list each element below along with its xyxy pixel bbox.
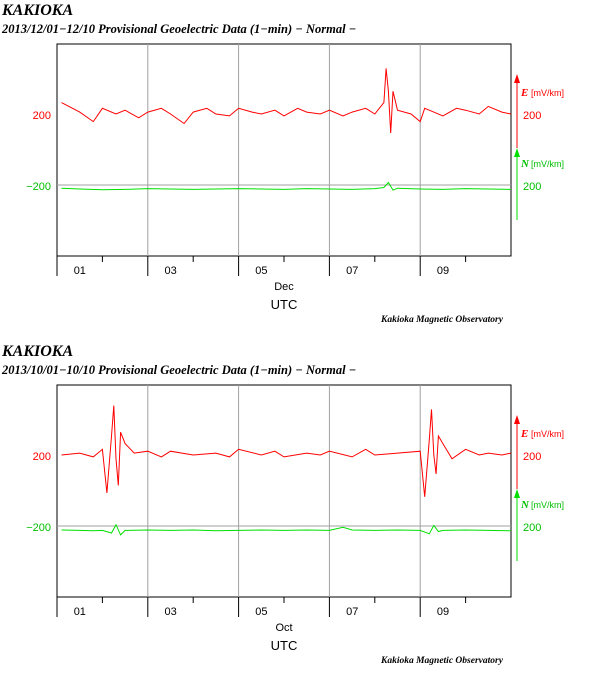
n-letter: N: [520, 499, 530, 511]
x-axis: 01 03 05 07 09: [56, 256, 467, 277]
observatory-credit: Kakioka Magnetic Observatory: [381, 656, 503, 666]
x-tick-label: 01: [74, 265, 86, 277]
observatory-credit: Kakioka Magnetic Observatory: [381, 315, 503, 325]
grid-lines: [147, 44, 421, 256]
series-n-line: [61, 523, 512, 536]
x-tick-label: 01: [74, 606, 86, 618]
n-value: 200: [523, 181, 541, 193]
x-tick-label: 09: [437, 606, 449, 618]
e-value: 200: [523, 451, 541, 463]
e-letter: E: [520, 87, 528, 99]
month-label: Dec: [274, 281, 294, 293]
x-axis-label: UTC: [271, 638, 298, 653]
chart-panel-1: KAKIOKA 2013/12/01−12/10 Provisional Geo…: [2, 2, 564, 325]
x-tick-label: 03: [165, 265, 177, 277]
chart-panel-2: KAKIOKA 2013/10/01−10/10 Provisional Geo…: [0, 341, 590, 682]
chart-title: 2013/10/01−10/10 Provisional Geoelectric…: [2, 363, 357, 377]
x-axis-label: UTC: [271, 297, 298, 312]
station-name: KAKIOKA: [2, 343, 74, 360]
n-letter: N: [520, 158, 530, 170]
plot-frame: [56, 43, 512, 257]
e-unit: [mV/km]: [531, 88, 564, 98]
station-name: KAKIOKA: [2, 2, 74, 19]
month-label: Oct: [275, 622, 292, 634]
n-arrow-icon: [514, 148, 520, 157]
x-tick-label: 07: [346, 265, 358, 277]
left-tick-e: 200: [33, 451, 51, 463]
n-unit: [mV/km]: [531, 500, 564, 510]
x-tick-label: 03: [165, 606, 177, 618]
grid-lines: [147, 385, 421, 597]
x-tick-label: 05: [255, 606, 267, 618]
chart-plot: 01 03 05 07 09 200 −200 E [mV/km] 200 N [mV/…: [26, 384, 564, 653]
chart-plot: 01 03 05 07 09 200 −200 E [mV/km] 200 N [mV/…: [26, 43, 564, 312]
chart-title: 2013/12/01−12/10 Provisional Geoelectric…: [2, 22, 357, 36]
e-letter: E: [520, 428, 528, 440]
n-arrow-icon: [514, 489, 520, 498]
x-tick-label: 05: [255, 265, 267, 277]
e-arrow-icon: [514, 74, 520, 83]
series-n-line: [61, 181, 512, 191]
plot-frame: [56, 384, 512, 598]
series-e-line: [61, 68, 512, 134]
series-e-line: [61, 405, 512, 497]
n-value: 200: [523, 522, 541, 534]
left-tick-n: −200: [26, 181, 51, 193]
e-value: 200: [523, 110, 541, 122]
e-arrow-icon: [514, 415, 520, 424]
n-unit: [mV/km]: [531, 159, 564, 169]
left-tick-n: −200: [26, 522, 51, 534]
x-tick-label: 07: [346, 606, 358, 618]
e-unit: [mV/km]: [531, 429, 564, 439]
x-tick-label: 09: [437, 265, 449, 277]
left-tick-e: 200: [33, 110, 51, 122]
x-axis: 01 03 05 07 09: [56, 597, 467, 618]
